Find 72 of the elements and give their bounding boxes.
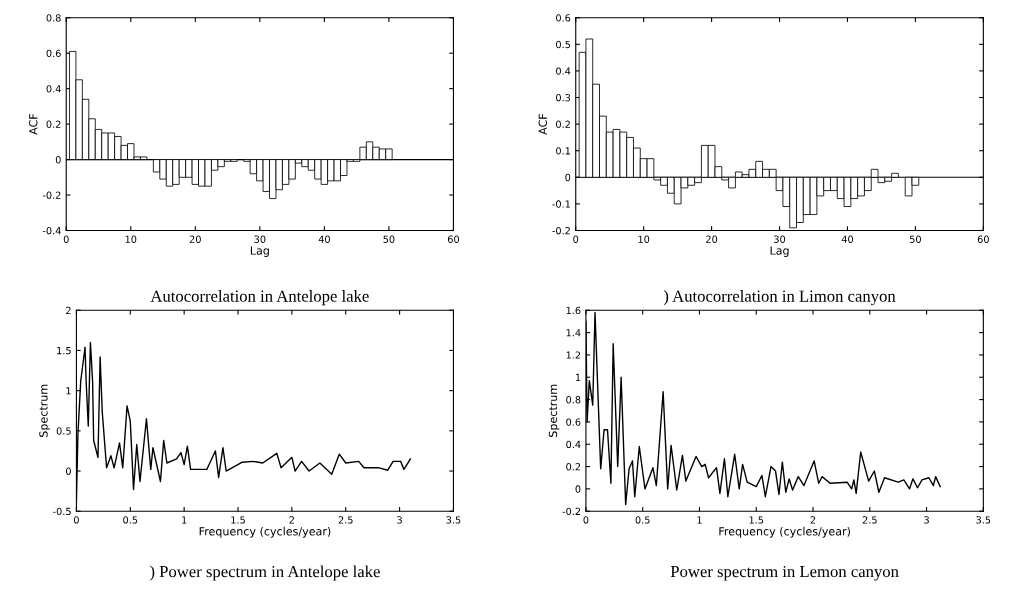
x-tick-label: 2	[810, 516, 816, 524]
y-tick-label: 0.2	[566, 463, 581, 471]
y-tick-label: 0.6	[556, 14, 571, 22]
y-tick-label: 0	[575, 485, 581, 493]
text: Autocorrelation in Antelope lake	[150, 290, 369, 306]
x-axis-title: Lag	[770, 246, 789, 257]
y-tick-label: 0	[565, 173, 571, 182]
x-tick-label: 60	[447, 235, 459, 243]
x-tick-label: 30	[254, 235, 266, 243]
y-tick-label: -0.1	[552, 200, 570, 208]
x-tick-label: 40	[318, 235, 330, 243]
y-tick-label: 0.8	[46, 14, 61, 22]
y-tick-label: 0	[55, 156, 61, 164]
y-tick-label: 0.4	[566, 440, 581, 449]
x-tick-label: 30	[774, 235, 786, 243]
x-tick-label: 0.5	[123, 516, 138, 524]
y-axis-title: Spectrum	[39, 384, 50, 437]
x-tick-label: 2.5	[338, 516, 353, 524]
x-axis-title: Frequency (cycles/year)	[199, 526, 331, 538]
x-axis-title: Frequency (cycles/year)	[719, 526, 850, 538]
x-tick-label: 2	[289, 516, 294, 524]
x-tick-label: 50	[909, 235, 921, 243]
y-tick-label: 0.6	[566, 418, 581, 426]
y-tick-label: 0.6	[46, 49, 61, 58]
text: Power spectrum in Lemon canyon	[670, 565, 899, 581]
y-tick-label: 1.6	[566, 306, 581, 315]
y-tick-label: -0.2	[42, 191, 61, 199]
x-tick-label: 10	[125, 235, 137, 243]
x-tick-label: 40	[841, 235, 854, 243]
x-tick-label: 1	[697, 516, 702, 524]
y-tick-label: 0.2	[46, 120, 61, 128]
x-tick-label: 3.5	[446, 516, 461, 524]
y-tick-label: -0.5	[53, 507, 71, 516]
y-tick-label: 0.1	[556, 147, 570, 155]
y-tick-label: -0.4	[42, 226, 61, 235]
x-tick-label: 3	[397, 516, 402, 524]
x-tick-label: 0	[583, 516, 589, 524]
y-tick-label: 0.5	[56, 427, 71, 435]
y-tick-label: 0.5	[556, 40, 571, 49]
y-tick-label: 1	[66, 387, 71, 395]
y-tick-label: 0.4	[556, 67, 571, 75]
y-tick-label: 0.3	[556, 93, 571, 102]
y-tick-label: 1.2	[566, 351, 581, 359]
x-tick-label: 2.5	[862, 516, 877, 524]
y-tick-label: -0.2	[552, 226, 570, 235]
y-axis-title: Spectrum	[548, 384, 560, 437]
y-tick-label: 1.5	[57, 347, 71, 355]
text: ) Power spectrum in Antelope lake	[149, 565, 380, 581]
x-tick-label: 10	[638, 235, 650, 243]
x-tick-label: 1.5	[749, 516, 764, 524]
x-tick-label: 0	[73, 516, 79, 524]
x-tick-label: 1.5	[231, 516, 245, 524]
y-tick-label: 0.4	[46, 85, 61, 93]
y-axis-title: ACF	[538, 113, 547, 135]
y-tick-label: 2	[66, 306, 71, 314]
y-tick-label: 0	[66, 467, 71, 475]
y-tick-label: -0.2	[562, 507, 581, 516]
x-tick-label: 60	[977, 235, 989, 243]
y-tick-label: 0.8	[566, 396, 581, 404]
x-tick-label: 20	[706, 235, 718, 243]
x-tick-label: 3	[924, 516, 929, 524]
y-axis-title: ACF	[29, 113, 38, 135]
x-tick-label: 50	[383, 235, 395, 243]
y-tick-label: 1.4	[566, 329, 581, 337]
x-tick-label: 20	[189, 235, 201, 243]
text: ) Autocorrelation in Limon canyon	[663, 290, 896, 306]
y-tick-label: 0.2	[556, 120, 570, 128]
x-axis-title: Lag	[250, 246, 269, 257]
x-tick-label: 0.5	[635, 516, 650, 524]
x-tick-label: 1	[182, 516, 187, 524]
y-tick-label: 1	[575, 373, 581, 381]
x-tick-label: 3.5	[976, 516, 991, 524]
